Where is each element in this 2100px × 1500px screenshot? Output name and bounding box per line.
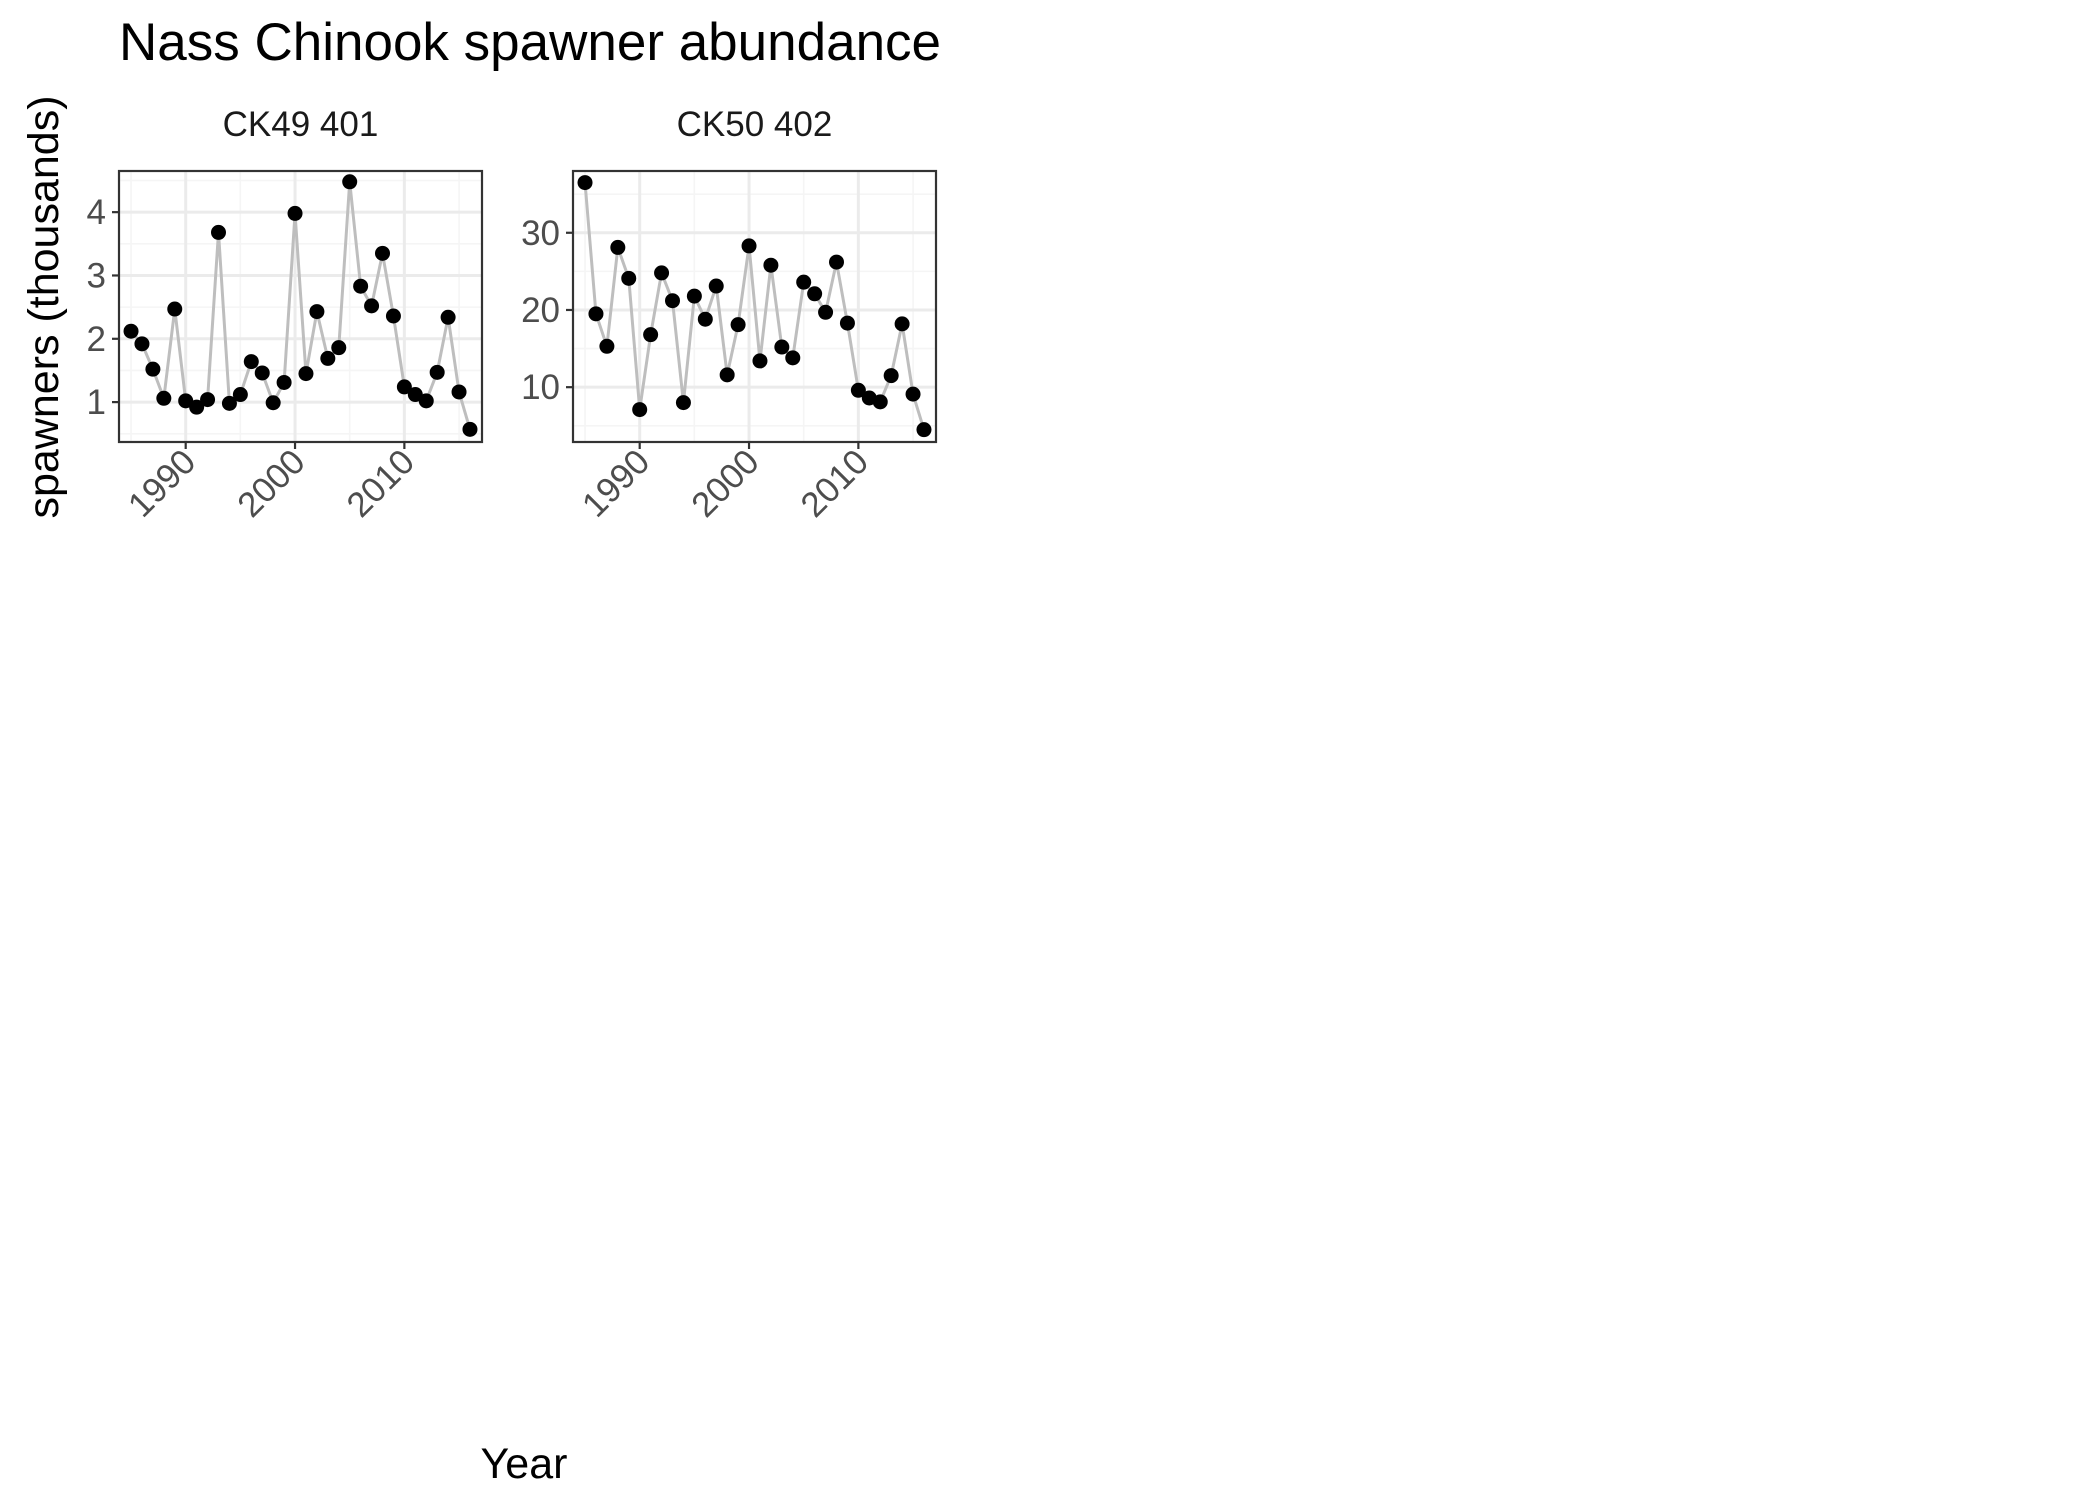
chart-title: Nass Chinook spawner abundance xyxy=(119,13,941,72)
data-point xyxy=(774,339,790,355)
y-tick-label: 30 xyxy=(521,214,560,253)
data-point xyxy=(276,374,292,390)
y-tick-label: 4 xyxy=(87,193,106,232)
facet-strip-label: CK50 402 xyxy=(677,105,833,144)
data-point xyxy=(588,306,604,322)
panel-border xyxy=(571,169,938,444)
data-point xyxy=(451,384,467,400)
data-point xyxy=(719,367,735,383)
data-point xyxy=(385,308,401,324)
data-point xyxy=(708,278,724,294)
y-tick-label: 1 xyxy=(87,383,106,422)
data-point xyxy=(210,224,226,240)
data-point xyxy=(156,390,172,406)
data-point xyxy=(741,238,757,254)
data-point xyxy=(697,311,713,327)
y-tick-label: 20 xyxy=(521,291,560,330)
data-point xyxy=(916,422,932,438)
panel-border xyxy=(117,169,484,444)
data-point xyxy=(686,288,702,304)
y-tick-label: 2 xyxy=(87,320,106,359)
data-point xyxy=(664,293,680,309)
data-point xyxy=(730,317,746,333)
data-point xyxy=(418,393,434,409)
data-point xyxy=(763,257,779,273)
x-tick-label: 2010 xyxy=(339,442,422,525)
data-point xyxy=(309,304,325,320)
x-tick-label: 2000 xyxy=(230,442,313,525)
data-point xyxy=(643,327,659,343)
data-point xyxy=(632,402,648,418)
x-tick-label: 2000 xyxy=(684,442,767,525)
facet-panel: CK50 402 10 20 30 1990 2000 2010 xyxy=(521,105,938,525)
data-point xyxy=(298,366,314,382)
x-tick-label: 2010 xyxy=(793,442,876,525)
data-point xyxy=(429,364,445,380)
plot-area xyxy=(119,171,482,442)
facet-strip-label: CK49 401 xyxy=(223,105,379,144)
facet-panel: CK49 401 1 2 3 4 1990 2000 2010 xyxy=(87,105,484,525)
data-point xyxy=(178,393,194,409)
x-tick-label: 1990 xyxy=(575,442,658,525)
data-point xyxy=(353,278,369,294)
data-point xyxy=(232,387,248,403)
data-point xyxy=(785,350,801,366)
data-point xyxy=(243,354,259,370)
data-point xyxy=(752,353,768,369)
data-point xyxy=(807,286,823,302)
data-point xyxy=(599,338,615,354)
data-point xyxy=(134,336,150,352)
data-point xyxy=(829,254,845,270)
data-point xyxy=(364,298,380,314)
data-point xyxy=(905,386,921,402)
data-point xyxy=(577,175,593,191)
data-point xyxy=(145,361,161,377)
data-point xyxy=(610,239,626,255)
data-point xyxy=(872,394,888,410)
data-point xyxy=(818,304,834,320)
data-point xyxy=(320,350,336,366)
data-point xyxy=(342,174,358,190)
data-point xyxy=(654,265,670,281)
data-point xyxy=(221,395,237,411)
data-point xyxy=(407,387,423,403)
data-point xyxy=(287,205,303,221)
data-point xyxy=(331,340,347,356)
data-point xyxy=(254,365,270,381)
y-tick-label: 3 xyxy=(87,256,106,295)
data-point xyxy=(675,395,691,411)
data-point xyxy=(167,301,183,317)
facet-panels: CK49 401 1 2 3 4 1990 2000 2010 CK50 402 10 20 30 19… xyxy=(87,105,938,525)
data-point xyxy=(189,399,205,415)
data-point xyxy=(839,315,855,331)
y-tick-label: 10 xyxy=(521,368,560,407)
data-point xyxy=(375,245,391,261)
x-axis-title: Year xyxy=(481,1440,568,1488)
plot-area xyxy=(573,171,936,442)
x-tick-label: 1990 xyxy=(121,442,204,525)
data-point xyxy=(621,270,637,286)
data-point xyxy=(123,323,139,339)
data-point xyxy=(894,316,910,332)
data-point xyxy=(462,421,478,437)
data-point xyxy=(850,382,866,398)
data-point xyxy=(883,368,899,384)
data-point xyxy=(396,379,412,395)
data-point xyxy=(200,392,216,408)
y-axis-title: spawners (thousands) xyxy=(20,95,68,518)
data-point xyxy=(440,309,456,325)
data-point xyxy=(796,274,812,290)
data-point xyxy=(265,395,281,411)
